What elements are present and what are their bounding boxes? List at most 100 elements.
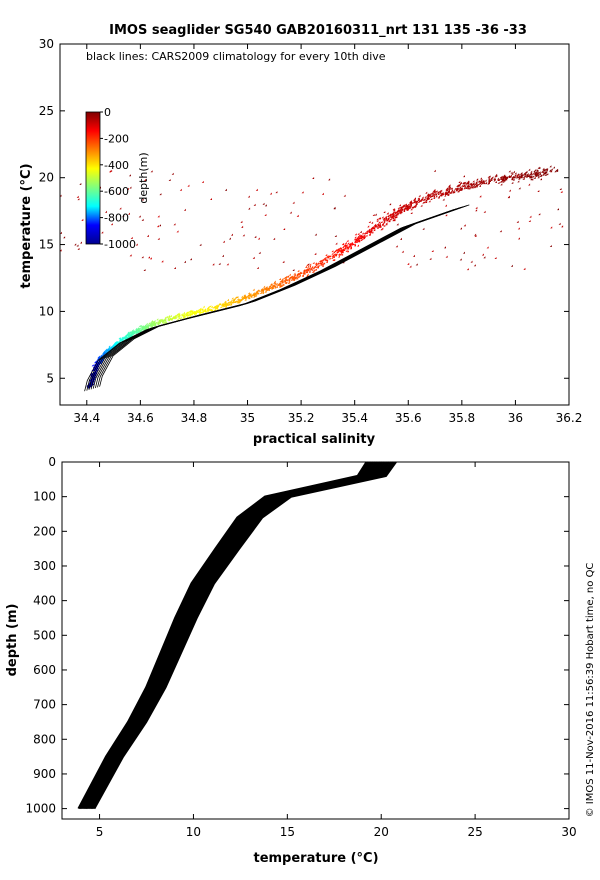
ts-point	[273, 237, 276, 240]
ts-point	[518, 187, 521, 190]
ts-point	[431, 250, 434, 253]
ts-point	[306, 263, 309, 266]
ts-point	[157, 321, 160, 324]
ts-point	[386, 219, 389, 222]
ts-climatology-lines	[84, 204, 470, 392]
ts-point	[253, 203, 256, 206]
profile-scatter-points	[82, 0, 399, 807]
ts-point	[488, 175, 491, 178]
ts-point	[324, 256, 327, 259]
ts-x-tick-label: 34.8	[181, 411, 208, 425]
ts-point	[270, 286, 273, 289]
ts-point	[459, 186, 462, 189]
ts-point	[270, 283, 273, 286]
ts-point	[363, 237, 366, 240]
ts-point	[431, 195, 434, 198]
ts-point	[178, 317, 181, 320]
ts-point	[189, 310, 192, 313]
ts-point	[409, 200, 412, 203]
ts-point	[135, 327, 138, 330]
ts-point	[446, 187, 449, 190]
ts-point	[256, 290, 259, 293]
ts-x-tick-label: 35.6	[395, 411, 422, 425]
ts-point	[485, 181, 488, 184]
ts-point	[252, 256, 255, 259]
ts-point	[399, 210, 402, 213]
ts-point	[243, 294, 246, 297]
ts-point	[175, 314, 178, 317]
ts-point	[512, 175, 515, 178]
ts-point	[345, 244, 348, 247]
ts-point	[546, 173, 549, 176]
ts-point	[186, 315, 189, 318]
ts-point	[284, 281, 287, 284]
ts-point	[544, 168, 547, 171]
profile-x-tick-label: 25	[467, 825, 482, 839]
profile-climatology-line	[80, 461, 373, 810]
ts-point	[269, 285, 272, 288]
ts-point	[271, 286, 274, 289]
ts-point	[141, 218, 144, 221]
ts-point	[156, 318, 159, 321]
ts-point	[535, 172, 538, 175]
ts-point	[318, 261, 321, 264]
ts-point	[227, 301, 230, 304]
ts-point	[188, 315, 191, 318]
colorbar-tick-label: 0	[104, 106, 111, 119]
ts-point	[376, 219, 379, 222]
ts-point	[439, 189, 442, 192]
ts-point	[257, 237, 260, 240]
ts-point	[533, 176, 536, 179]
ts-point	[460, 187, 463, 190]
ts-point	[480, 178, 483, 181]
ts-point	[410, 208, 413, 211]
ts-point	[234, 296, 237, 299]
ts-point	[207, 305, 210, 308]
ts-point	[296, 273, 299, 276]
ts-point	[331, 252, 334, 255]
ts-point	[128, 174, 131, 177]
ts-point	[524, 172, 527, 175]
ts-point	[275, 285, 278, 288]
ts-point	[457, 184, 460, 187]
ts-point	[448, 189, 451, 192]
ts-point	[359, 237, 362, 240]
ts-point	[183, 315, 186, 318]
ts-point	[415, 200, 418, 203]
ts-point	[346, 250, 349, 253]
ts-point	[395, 210, 398, 213]
ts-point	[368, 221, 371, 224]
ts-point	[165, 321, 168, 324]
ts-point	[176, 313, 179, 316]
ts-point	[138, 327, 141, 330]
ts-point	[306, 269, 309, 272]
ts-point	[467, 180, 470, 183]
ts-point	[500, 183, 503, 186]
ts-point	[467, 187, 470, 190]
ts-point	[281, 279, 284, 282]
ts-point	[136, 328, 139, 331]
ts-point	[94, 361, 97, 364]
ts-point	[253, 295, 256, 298]
ts-point	[158, 319, 161, 322]
ts-point	[383, 224, 386, 227]
ts-point	[382, 219, 385, 222]
ts-point	[225, 303, 228, 306]
ts-point	[267, 288, 270, 291]
ts-point	[167, 318, 170, 321]
ts-point	[76, 244, 79, 247]
ts-point	[373, 224, 376, 227]
ts-point	[458, 181, 461, 184]
ts-point	[292, 201, 295, 204]
profile-y-tick-label: 400	[33, 594, 56, 608]
ts-point	[273, 281, 276, 284]
ts-point	[141, 327, 144, 330]
ts-point	[397, 206, 400, 209]
ts-point	[223, 304, 226, 307]
profile-climatology-line	[88, 461, 388, 810]
ts-point	[236, 301, 239, 304]
ts-point	[508, 189, 511, 192]
ts-point	[412, 198, 415, 201]
ts-point	[476, 178, 479, 181]
ts-point	[255, 188, 258, 191]
